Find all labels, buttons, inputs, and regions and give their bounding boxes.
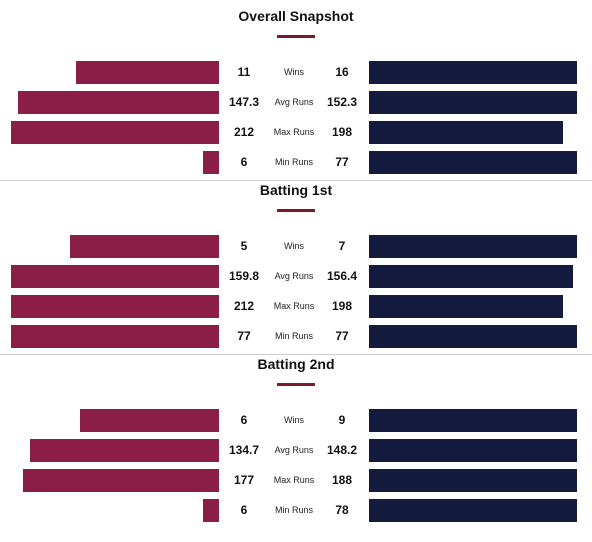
metric-label: Avg Runs: [274, 97, 314, 107]
right-bar: [369, 151, 577, 174]
left-value-label: 159.8: [228, 269, 260, 283]
left-value-label: 177: [233, 473, 255, 487]
left-value-label: 6: [240, 413, 248, 427]
right-bar: [369, 91, 577, 114]
right-value-label: 77: [335, 329, 349, 343]
metric-label: Wins: [284, 415, 304, 425]
metric-label: Max Runs: [273, 301, 315, 311]
metric-label: Avg Runs: [274, 271, 314, 281]
left-value-label: 212: [233, 299, 255, 313]
left-value-label: 6: [240, 503, 248, 517]
metric-label: Min Runs: [274, 331, 313, 341]
right-value-label: 148.2: [326, 443, 358, 457]
metric-row: 212 Max Runs 198: [0, 121, 592, 144]
left-bar: [18, 91, 219, 114]
left-bar: [11, 325, 219, 348]
right-bar: [369, 499, 577, 522]
left-value-label: 77: [237, 329, 251, 343]
metric-row: 159.8 Avg Runs 156.4: [0, 265, 592, 288]
metric-row: 212 Max Runs 198: [0, 295, 592, 318]
left-value-label: 147.3: [228, 95, 260, 109]
section-divider: [0, 180, 592, 181]
metric-row: 77 Min Runs 77: [0, 325, 592, 348]
section-divider: [0, 354, 592, 355]
metric-row: 6 Wins 9: [0, 409, 592, 432]
right-bar: [369, 295, 563, 318]
metric-label: Wins: [284, 241, 304, 251]
metric-label: Min Runs: [274, 157, 313, 167]
right-bar: [369, 61, 577, 84]
section-overall-snapshot: Overall Snapshot 11 Wins 16 147.3 Avg Runs 152…: [0, 0, 592, 181]
left-bar: [203, 499, 219, 522]
right-value-label: 188: [331, 473, 353, 487]
right-value-label: 78: [335, 503, 349, 517]
left-value-label: 134.7: [228, 443, 260, 457]
right-bar: [369, 439, 577, 462]
right-value-label: 9: [338, 413, 346, 427]
right-value-label: 7: [338, 239, 346, 253]
metric-label: Avg Runs: [274, 445, 314, 455]
left-bar: [76, 61, 219, 84]
left-bar: [11, 295, 219, 318]
title-underline: [277, 383, 315, 386]
section-batting-2nd: Batting 2nd 6 Wins 9 134.7 Avg Runs 148.2 177 Ma…: [0, 348, 592, 522]
right-bar: [369, 121, 563, 144]
metric-label: Max Runs: [273, 127, 315, 137]
right-value-label: 152.3: [326, 95, 358, 109]
metric-row: 6 Min Runs 77: [0, 151, 592, 174]
right-value-label: 198: [331, 299, 353, 313]
metric-label: Max Runs: [273, 475, 315, 485]
left-value-label: 11: [237, 65, 251, 79]
left-bar: [203, 151, 219, 174]
right-value-label: 156.4: [326, 269, 358, 283]
section-title: Overall Snapshot: [238, 8, 354, 24]
metric-row: 177 Max Runs 188: [0, 469, 592, 492]
left-bar: [11, 265, 219, 288]
left-bar: [23, 469, 219, 492]
metric-label: Min Runs: [274, 505, 313, 515]
right-bar: [369, 265, 573, 288]
metric-row: 6 Min Runs 78: [0, 499, 592, 522]
left-bar: [80, 409, 219, 432]
right-value-label: 198: [331, 125, 353, 139]
title-underline: [277, 209, 315, 212]
section-title: Batting 1st: [259, 182, 333, 198]
section-batting-1st: Batting 1st 5 Wins 7 159.8 Avg Runs 156.4 212 Ma…: [0, 174, 592, 355]
right-bar: [369, 409, 577, 432]
left-bar: [30, 439, 219, 462]
metric-row: 147.3 Avg Runs 152.3: [0, 91, 592, 114]
left-value-label: 6: [240, 155, 248, 169]
right-value-label: 77: [335, 155, 349, 169]
left-value-label: 212: [233, 125, 255, 139]
right-bar: [369, 325, 577, 348]
right-bar: [369, 235, 577, 258]
metric-label: Wins: [284, 67, 304, 77]
left-bar: [70, 235, 219, 258]
metric-row: 11 Wins 16: [0, 61, 592, 84]
right-bar: [369, 469, 577, 492]
right-value-label: 16: [335, 65, 349, 79]
title-underline: [277, 35, 315, 38]
left-bar: [11, 121, 219, 144]
section-title: Batting 2nd: [257, 356, 335, 372]
metric-row: 5 Wins 7: [0, 235, 592, 258]
left-value-label: 5: [240, 239, 248, 253]
metric-row: 134.7 Avg Runs 148.2: [0, 439, 592, 462]
